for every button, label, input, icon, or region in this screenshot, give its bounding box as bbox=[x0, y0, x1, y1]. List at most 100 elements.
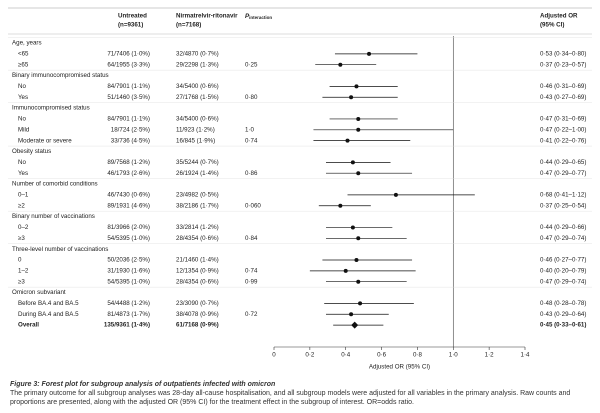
header: Adjusted OR bbox=[540, 13, 578, 20]
header: (n=7168) bbox=[176, 22, 201, 29]
header: Pinteraction bbox=[245, 13, 272, 21]
row-label: ≥2 bbox=[18, 202, 25, 209]
untreated-count: 81/4873 (1·7%) bbox=[107, 311, 150, 318]
p-interaction: 0·99 bbox=[245, 278, 258, 285]
row-label: Yes bbox=[18, 170, 28, 177]
row-label: 0 bbox=[18, 257, 22, 264]
header: (95% CI) bbox=[540, 22, 564, 29]
group-label: Obesity status bbox=[12, 148, 51, 155]
header: Nirmatrelvir-ritonavir bbox=[176, 13, 238, 20]
x-axis-label: Adjusted OR (95% CI) bbox=[369, 364, 430, 371]
or-label: 0·46 (0·27–0·77) bbox=[540, 257, 586, 264]
untreated-count: 33/736 (4·5%) bbox=[111, 137, 150, 144]
point-estimate bbox=[354, 258, 359, 262]
untreated-count: 71/7406 (1·0%) bbox=[107, 50, 150, 57]
treated-count: 38/4078 (0·9%) bbox=[176, 311, 219, 318]
row-label: During BA.4 and BA.5 bbox=[18, 311, 79, 318]
treated-count: 33/2814 (1·2%) bbox=[176, 224, 219, 231]
p-interaction: 1·0 bbox=[245, 126, 255, 133]
untreated-count: 54/5395 (1·0%) bbox=[107, 235, 150, 242]
row-label: No bbox=[18, 116, 26, 123]
p-interaction: 0·84 bbox=[245, 235, 258, 242]
or-label: 0·53 (0·34–0·80) bbox=[540, 50, 586, 57]
row-label: No bbox=[18, 83, 26, 90]
treated-count: 21/1460 (1·4%) bbox=[176, 257, 219, 264]
x-tick-label: 1·0 bbox=[449, 352, 459, 359]
group-label: Omicron subvariant bbox=[12, 289, 66, 296]
row-label: 0–1 bbox=[18, 192, 29, 199]
untreated-count: 84/7901 (1·1%) bbox=[107, 116, 150, 123]
p-interaction: 0·74 bbox=[245, 137, 258, 144]
point-estimate bbox=[350, 160, 355, 165]
treated-count: 12/1354 (0·9%) bbox=[176, 267, 219, 274]
p-interaction: 0·060 bbox=[245, 202, 261, 209]
untreated-count: 81/3966 (2·0%) bbox=[107, 224, 150, 231]
point-estimate bbox=[356, 171, 361, 176]
or-label: 0·44 (0·29–0·66) bbox=[540, 224, 586, 231]
overall-diamond bbox=[351, 321, 359, 329]
group-label: Age, years bbox=[12, 40, 42, 47]
or-label: 0·47 (0·29–0·74) bbox=[540, 278, 586, 285]
or-label: 0·47 (0·22–1·00) bbox=[540, 126, 586, 133]
treated-count: 32/4870 (0·7%) bbox=[176, 50, 219, 57]
row-label: 1–2 bbox=[18, 267, 29, 274]
or-label: 0·47 (0·29–0·74) bbox=[540, 235, 586, 242]
treated-count: 35/5244 (0·7%) bbox=[176, 159, 219, 166]
treated-count: 23/3090 (0·7%) bbox=[176, 300, 219, 307]
untreated-count: 18/724 (2·5%) bbox=[111, 126, 150, 133]
point-estimate bbox=[356, 127, 361, 132]
untreated-count: 135/9361 (1·4%) bbox=[104, 322, 150, 329]
point-estimate bbox=[356, 116, 361, 121]
treated-count: 34/5400 (0·6%) bbox=[176, 83, 219, 90]
x-tick-label: 0·4 bbox=[341, 352, 351, 359]
treated-count: 11/923 (1·2%) bbox=[176, 126, 215, 133]
row-label: Moderate or severe bbox=[18, 137, 72, 144]
or-label: 0·41 (0·22–0·76) bbox=[540, 137, 586, 144]
p-interaction: 0·72 bbox=[245, 311, 258, 318]
point-estimate bbox=[343, 268, 348, 273]
x-tick-label: 1·4 bbox=[521, 352, 531, 359]
x-tick-label: 0·2 bbox=[305, 352, 315, 359]
point-estimate bbox=[350, 225, 355, 230]
untreated-count: 51/1460 (3·5%) bbox=[107, 94, 150, 101]
group-label: Number of comorbid conditions bbox=[12, 181, 98, 188]
point-estimate bbox=[338, 203, 343, 208]
row-label: Overall bbox=[18, 322, 39, 329]
untreated-count: 31/1930 (1·6%) bbox=[107, 267, 150, 274]
x-tick-label: 0·8 bbox=[413, 352, 423, 359]
or-label: 0·45 (0·33–0·61) bbox=[540, 322, 586, 329]
treated-count: 28/4354 (0·6%) bbox=[176, 235, 219, 242]
untreated-count: 50/2036 (2·5%) bbox=[107, 257, 150, 264]
treated-count: 28/4354 (0·6%) bbox=[176, 278, 219, 285]
caption-title: Forest plot for subgroup analysis of out… bbox=[41, 381, 276, 388]
treated-count: 38/2186 (1·7%) bbox=[176, 202, 219, 209]
header: (n=9361) bbox=[118, 22, 143, 29]
row-label: ≥3 bbox=[18, 278, 25, 285]
point-estimate bbox=[349, 312, 354, 317]
group-label: Immunocompromised status bbox=[12, 105, 90, 112]
caption: Figure 3: Forest plot for subgroup analy… bbox=[10, 380, 592, 407]
or-label: 0·47 (0·29–0·77) bbox=[540, 170, 586, 177]
treated-count: 23/4982 (0·5%) bbox=[176, 192, 219, 199]
or-label: 0·43 (0·29–0·64) bbox=[540, 311, 586, 318]
untreated-count: 46/1793 (2·6%) bbox=[107, 170, 150, 177]
row-label: Before BA.4 and BA.5 bbox=[18, 300, 79, 307]
or-label: 0·43 (0·27–0·69) bbox=[540, 94, 586, 101]
group-label: Three-level number of vaccinations bbox=[12, 246, 108, 253]
untreated-count: 46/7430 (0·6%) bbox=[107, 192, 150, 199]
point-estimate bbox=[354, 84, 359, 89]
point-estimate bbox=[358, 301, 363, 306]
row-label: Mild bbox=[18, 126, 30, 133]
row-label: Yes bbox=[18, 94, 28, 101]
or-label: 0·37 (0·23–0·57) bbox=[540, 61, 586, 68]
untreated-count: 84/7901 (1·1%) bbox=[107, 83, 150, 90]
row-label: No bbox=[18, 159, 26, 166]
row-label: ≥3 bbox=[18, 235, 25, 242]
or-label: 0·37 (0·25–0·54) bbox=[540, 202, 586, 209]
or-label: 0·68 (0·41–1·12) bbox=[540, 192, 586, 199]
treated-count: 34/5400 (0·6%) bbox=[176, 116, 219, 123]
untreated-count: 54/5395 (1·0%) bbox=[107, 278, 150, 285]
header: P bbox=[245, 13, 250, 20]
p-interaction: 0·80 bbox=[245, 94, 258, 101]
